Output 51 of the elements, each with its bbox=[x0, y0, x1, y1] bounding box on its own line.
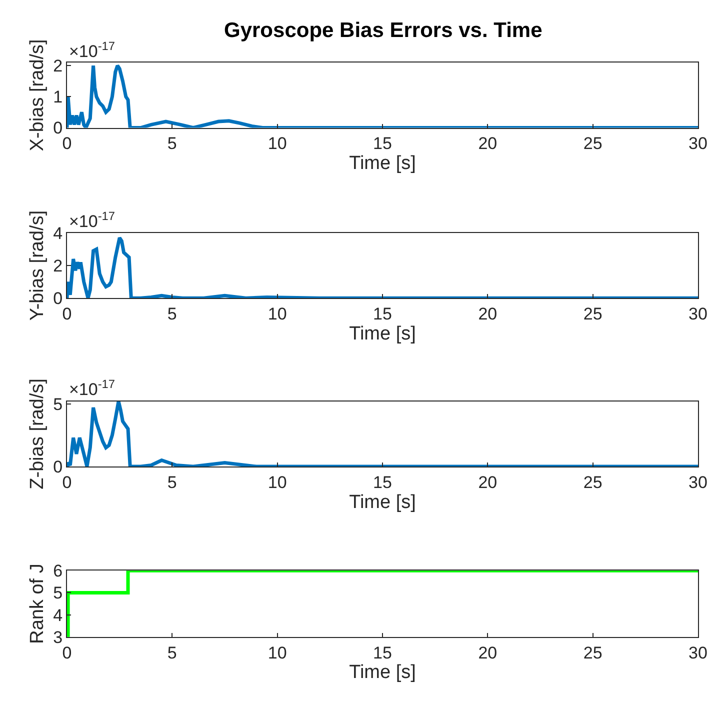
y-tick-label: 5 bbox=[53, 584, 63, 603]
x-tick-label: 10 bbox=[268, 304, 287, 324]
x-tick-label: 20 bbox=[478, 304, 498, 324]
y-tick-label: 4 bbox=[53, 224, 63, 243]
x-tick-label: 15 bbox=[373, 304, 392, 324]
x-tick-label: 20 bbox=[478, 643, 498, 662]
x-tick-label: 25 bbox=[583, 134, 602, 154]
line-series bbox=[67, 401, 698, 467]
x-tick-label: 10 bbox=[268, 472, 287, 492]
chart-title: Gyroscope Bias Errors vs. Time bbox=[224, 19, 542, 42]
line-series bbox=[67, 236, 698, 298]
x-tick-label: 20 bbox=[478, 472, 498, 492]
y-axis-title: X-bias [rad/s] bbox=[26, 39, 48, 152]
y-tick-label: 5 bbox=[53, 394, 63, 414]
x-tick-label: 15 bbox=[373, 134, 392, 154]
x-tick-label: 10 bbox=[268, 643, 287, 662]
x-axis-title: Time [s] bbox=[349, 153, 416, 174]
x-tick-label: 5 bbox=[167, 472, 177, 492]
x-tick-label: 25 bbox=[583, 304, 602, 324]
text: ×10$^{-17}$ bbox=[69, 39, 116, 62]
x-tick-label: 10 bbox=[268, 134, 287, 154]
x-axis-title: Time [s] bbox=[349, 492, 416, 513]
x-axis-title: Time [s] bbox=[349, 662, 416, 684]
line-series bbox=[67, 64, 698, 128]
x-axis-title: Time [s] bbox=[349, 324, 416, 345]
text: ×10$^{-17}$ bbox=[69, 209, 116, 232]
y-axis-title: Rank of J bbox=[26, 564, 48, 644]
y-tick-label: 1 bbox=[53, 88, 63, 107]
x-tick-label: 30 bbox=[688, 134, 708, 154]
x-tick-label: 5 bbox=[167, 643, 177, 662]
x-tick-label: 5 bbox=[167, 134, 177, 154]
y-tick-label: 6 bbox=[53, 562, 63, 581]
y-tick-label: 0 bbox=[53, 289, 63, 308]
y-tick-label: 4 bbox=[53, 606, 63, 625]
y-tick-label: 2 bbox=[53, 56, 63, 76]
y-tick-label: 0 bbox=[53, 118, 63, 138]
y-tick-label: 3 bbox=[53, 628, 63, 647]
y-axis-title: Z-bias [rad/s] bbox=[26, 378, 48, 490]
x-tick-label: 5 bbox=[167, 304, 177, 324]
x-tick-label: 15 bbox=[373, 472, 392, 492]
x-tick-label: 25 bbox=[583, 643, 602, 662]
x-tick-label: 25 bbox=[583, 472, 602, 492]
x-tick-label: 30 bbox=[688, 472, 708, 492]
x-tick-label: 15 bbox=[373, 643, 392, 662]
x-tick-label: 20 bbox=[478, 134, 498, 154]
y-axis-title: Y-bias [rad/s] bbox=[26, 210, 48, 321]
y-tick-label: 0 bbox=[53, 457, 63, 476]
y-tick-label: 2 bbox=[53, 256, 63, 276]
x-tick-label: 30 bbox=[688, 304, 708, 324]
x-tick-label: 30 bbox=[688, 643, 708, 662]
text: ×10$^{-17}$ bbox=[69, 377, 116, 400]
